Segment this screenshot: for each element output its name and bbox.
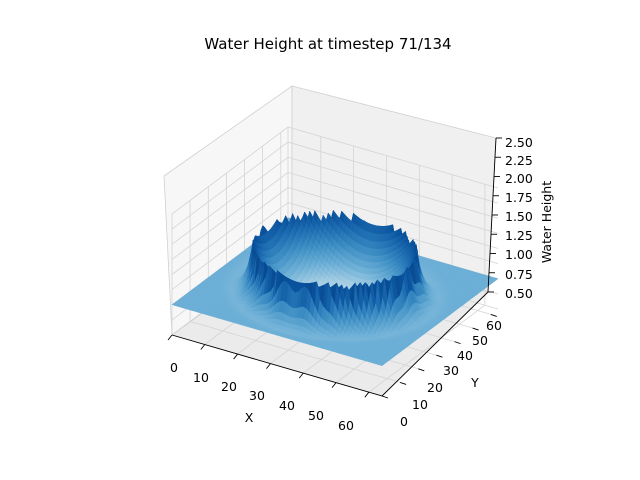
x-tick-mark — [167, 334, 173, 341]
z-tick-label: 2.00 — [505, 171, 533, 186]
y-tick-label: 30 — [443, 363, 459, 378]
z-tick-labels: 0.50 0.75 1.00 1.25 1.50 1.75 2.00 2.25 … — [505, 135, 533, 301]
z-tick-label: 1.00 — [505, 247, 533, 262]
grid-line — [171, 187, 499, 275]
grid-line — [171, 141, 499, 230]
x-tick-mark — [364, 391, 370, 398]
z-tick-label: 2.50 — [505, 135, 533, 150]
x-tick-mark — [200, 344, 206, 350]
y-tick-mark — [472, 327, 479, 331]
x-tick-label: 40 — [279, 398, 295, 413]
z-axis-label: Water Height — [539, 181, 554, 263]
surface-mesh — [171, 209, 499, 366]
y-tick-mark — [436, 354, 443, 358]
x-tick-label: 20 — [221, 379, 237, 394]
x-tick-mark — [266, 363, 271, 369]
y-tick-mark — [399, 381, 407, 385]
y-tick-label: 10 — [412, 397, 428, 412]
y-tick-mark — [454, 341, 461, 345]
x-tick-label: 50 — [308, 408, 324, 423]
chart-title: Water Height at timestep 71/134 — [204, 35, 451, 53]
z-tick-label: 1.25 — [505, 228, 533, 243]
grid-line — [171, 126, 499, 215]
x-tick-label: 30 — [249, 388, 265, 403]
grid-line — [171, 171, 499, 260]
x-tick-label: 0 — [170, 360, 178, 375]
y-tick-mark — [490, 314, 497, 317]
y-tick-label: 50 — [472, 333, 488, 348]
z-tick-label: 2.25 — [505, 153, 533, 168]
y-tick-label: 60 — [486, 318, 502, 333]
z-tick-label: 1.75 — [505, 190, 533, 205]
y-tick-label: 20 — [427, 380, 443, 395]
grid-line — [171, 202, 499, 290]
z-tick-label: 0.50 — [505, 286, 533, 301]
x-tick-label: 60 — [338, 418, 354, 433]
y-tick-label: 0 — [400, 414, 408, 429]
x-tick-mark — [331, 382, 337, 388]
y-tick-mark — [418, 368, 425, 372]
z-tick-label: 0.75 — [505, 267, 533, 282]
y-tick-mark — [381, 395, 389, 399]
grid-line — [171, 156, 499, 245]
x-axis-label: X — [245, 410, 254, 425]
x-tick-mark — [298, 372, 304, 379]
y-tick-label: 40 — [457, 348, 473, 363]
x-tick-label: 10 — [193, 370, 209, 385]
z-tick-label: 1.50 — [505, 209, 533, 224]
y-axis-label: Y — [470, 375, 479, 390]
x-tick-mark — [233, 353, 238, 360]
